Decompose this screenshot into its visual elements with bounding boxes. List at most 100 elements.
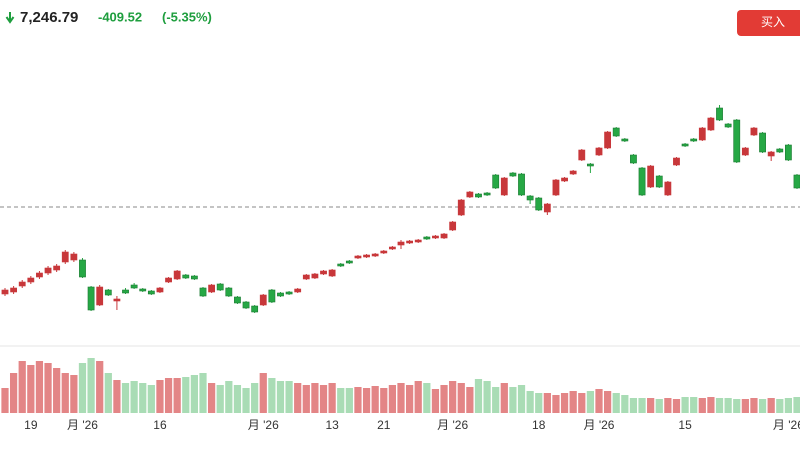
candle-body bbox=[509, 172, 517, 177]
candle-body bbox=[793, 174, 800, 189]
candle-body bbox=[630, 154, 637, 164]
volume-bar bbox=[741, 399, 749, 413]
volume-bar bbox=[276, 381, 285, 413]
volume-bar bbox=[18, 361, 26, 413]
candle-body bbox=[457, 199, 465, 216]
volume-bar bbox=[294, 383, 302, 413]
volume-bar bbox=[672, 399, 681, 413]
volume-bar bbox=[225, 381, 233, 413]
volume-bar bbox=[199, 373, 207, 413]
volume-bar bbox=[354, 387, 362, 413]
volume-bar bbox=[500, 383, 508, 413]
x-tick-label: 15 bbox=[678, 418, 692, 432]
candle-body bbox=[500, 177, 508, 196]
candle-body bbox=[543, 203, 551, 213]
candle-body bbox=[328, 269, 336, 277]
volume-bar bbox=[629, 398, 638, 413]
candle-body bbox=[225, 287, 233, 297]
candle-body bbox=[130, 284, 138, 289]
change: -409.52 bbox=[98, 9, 142, 24]
down-arrow bbox=[5, 12, 15, 24]
candle-body bbox=[552, 179, 560, 196]
volume-bar bbox=[233, 385, 242, 413]
candle-body bbox=[363, 254, 370, 258]
volume-bar bbox=[578, 393, 586, 413]
volume-bar bbox=[44, 363, 52, 413]
volume-bar bbox=[758, 399, 767, 413]
candle-body bbox=[698, 127, 706, 141]
candle-body bbox=[277, 292, 284, 297]
candle-body bbox=[664, 181, 672, 196]
candle-body bbox=[173, 270, 181, 280]
volume-bar bbox=[423, 383, 431, 413]
x-tick-label: 月 '26 bbox=[437, 418, 468, 432]
candle-body bbox=[604, 131, 612, 149]
candle-body bbox=[707, 117, 715, 131]
volume-bar bbox=[535, 393, 543, 413]
candle-body bbox=[784, 144, 792, 161]
volume-bar bbox=[733, 399, 741, 413]
candle-body bbox=[216, 283, 224, 291]
candle-body bbox=[647, 165, 655, 188]
volume-bar bbox=[302, 385, 310, 413]
candle-body bbox=[569, 170, 577, 175]
candle-body bbox=[311, 273, 319, 279]
candle-body bbox=[776, 148, 784, 153]
volume-bar bbox=[595, 389, 603, 413]
volume-bar bbox=[647, 398, 655, 413]
candle-body bbox=[337, 263, 345, 267]
candle-body bbox=[380, 250, 388, 254]
volume-bar bbox=[104, 373, 112, 413]
volume-bar bbox=[70, 375, 78, 413]
candle-body bbox=[741, 147, 749, 156]
volume-bar bbox=[35, 361, 44, 413]
candle-body bbox=[406, 240, 414, 244]
volume-bar bbox=[690, 397, 698, 413]
buy-button-label[interactable]: 买入 bbox=[761, 15, 785, 29]
volume-bar bbox=[61, 373, 69, 413]
candle-body bbox=[10, 287, 18, 293]
buy-button[interactable] bbox=[737, 10, 800, 36]
candle-body bbox=[345, 260, 353, 264]
candle-body bbox=[268, 289, 276, 303]
x-tick-label: 月 '26 bbox=[584, 418, 615, 432]
volume-bar bbox=[715, 398, 724, 413]
candle-body bbox=[354, 255, 362, 259]
volume-bar bbox=[147, 385, 155, 413]
volume-bar bbox=[612, 393, 620, 413]
candle-body bbox=[18, 281, 26, 287]
candle-body bbox=[518, 173, 525, 196]
volume-bar bbox=[405, 385, 414, 413]
volume-bar bbox=[586, 391, 595, 413]
candle-body bbox=[440, 233, 448, 239]
volume-bar bbox=[285, 381, 293, 413]
volume-bar bbox=[724, 398, 732, 413]
volume-bar bbox=[190, 375, 199, 413]
volume-bar bbox=[784, 398, 793, 413]
candle-body bbox=[690, 138, 698, 142]
volume-bar bbox=[698, 398, 706, 413]
candle-body bbox=[190, 275, 198, 280]
candle-body bbox=[724, 123, 732, 128]
volume-bar bbox=[603, 391, 612, 413]
candle-body bbox=[87, 286, 95, 311]
volume-bar bbox=[621, 395, 629, 413]
volume-bar bbox=[1, 388, 9, 413]
candle-body bbox=[113, 298, 121, 302]
candle-body bbox=[208, 284, 216, 293]
volume-bar bbox=[182, 377, 190, 413]
volume-bar bbox=[319, 385, 328, 413]
candle-body bbox=[259, 294, 267, 306]
volume-bar bbox=[414, 381, 422, 413]
volume-bar bbox=[337, 388, 345, 413]
volume-bar bbox=[173, 378, 181, 413]
candle-body bbox=[199, 287, 207, 297]
candle-body bbox=[681, 143, 689, 147]
candle-body bbox=[1, 289, 9, 295]
candle-body bbox=[104, 289, 112, 296]
volume-bar bbox=[87, 358, 95, 413]
volume-bar bbox=[793, 397, 800, 413]
